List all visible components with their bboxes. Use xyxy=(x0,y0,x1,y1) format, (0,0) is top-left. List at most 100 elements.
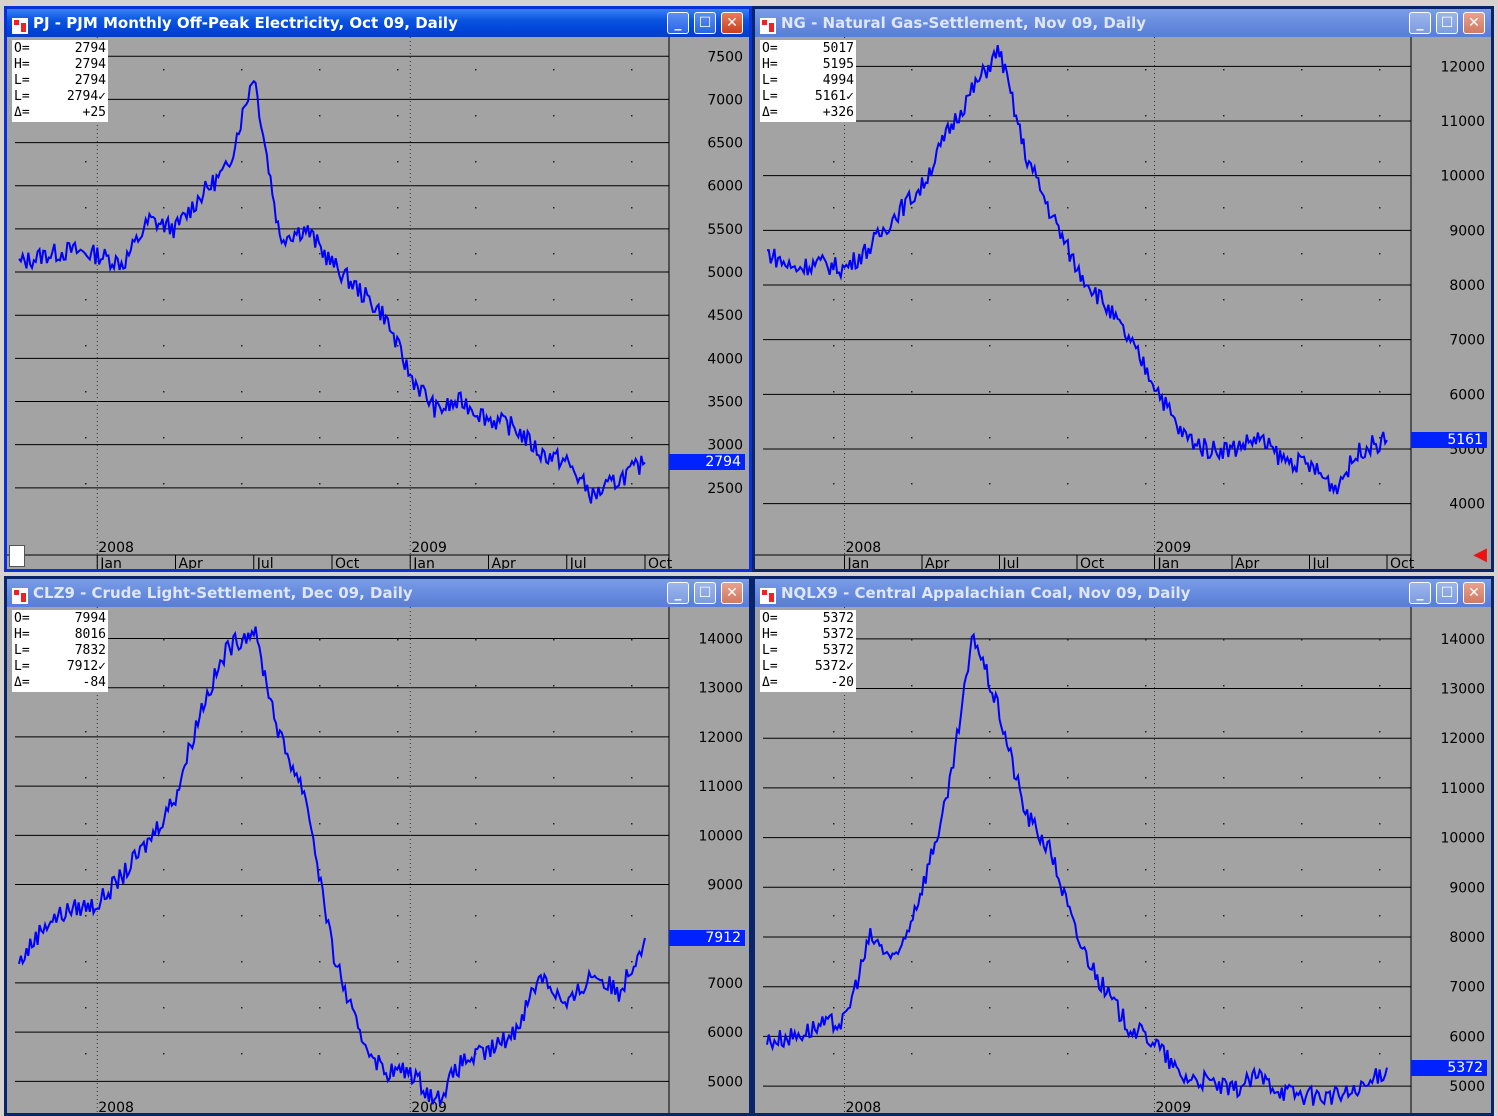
grid-dot xyxy=(1067,161,1069,163)
grid-dot xyxy=(397,299,399,301)
grid-dot xyxy=(911,777,913,779)
grid-dot xyxy=(475,685,477,687)
month-label: Jul xyxy=(1002,556,1020,569)
y-tick-label: 2500 xyxy=(707,481,743,497)
month-label: Jan xyxy=(1157,556,1180,569)
grid-dot xyxy=(911,391,913,393)
grid-dot xyxy=(911,253,913,255)
grid-dot xyxy=(1145,777,1147,779)
ohlc-row: L= 5161✓ xyxy=(762,89,854,105)
ohlc-value: 5372✓ xyxy=(814,659,854,674)
grid-dot xyxy=(397,1007,399,1009)
maximize-button[interactable]: ☐ xyxy=(694,582,716,604)
minimize-button[interactable]: _ xyxy=(667,582,689,604)
window-clz9[interactable]: CLZ9 - Crude Light-Settlement, Dec 09, D… xyxy=(4,576,752,1116)
grid-dot xyxy=(1301,1007,1303,1009)
ohlc-row: L= 5372 xyxy=(762,643,854,659)
grid-dot xyxy=(1067,299,1069,301)
y-tick-label: 7500 xyxy=(707,49,743,65)
year-label: 2009 xyxy=(411,1100,447,1113)
grid-dot xyxy=(631,1053,633,1055)
chart-area[interactable]: 14000 13000 12000 11000 10000 9000 8000 7000 600… xyxy=(755,607,1491,1113)
titlebar[interactable]: NG - Natural Gas-Settlement, Nov 09, Dai… xyxy=(755,9,1491,37)
grid-dot xyxy=(1223,115,1225,117)
app-icon xyxy=(760,585,776,604)
grid-dot xyxy=(1145,1053,1147,1055)
window-ng[interactable]: NG - Natural Gas-Settlement, Nov 09, Dai… xyxy=(752,6,1494,572)
grid-dot xyxy=(989,1053,991,1055)
grid-dot xyxy=(911,961,913,963)
grid-dot xyxy=(1301,961,1303,963)
grid-dot xyxy=(1145,253,1147,255)
grid-dot xyxy=(1223,961,1225,963)
ohlc-label: O= xyxy=(762,611,778,626)
grid-dot xyxy=(241,69,243,71)
minimize-button[interactable]: _ xyxy=(1409,582,1431,604)
maximize-button[interactable]: ☐ xyxy=(694,12,716,34)
grid-dot xyxy=(1145,823,1147,825)
grid-dot xyxy=(1145,915,1147,917)
minimize-button[interactable]: _ xyxy=(1409,12,1431,34)
grid-dot xyxy=(1067,685,1069,687)
grid-dot xyxy=(631,391,633,393)
maximize-button[interactable]: ☐ xyxy=(1436,582,1458,604)
grid-dot xyxy=(1067,915,1069,917)
grid-dot xyxy=(911,639,913,641)
minimize-button[interactable]: _ xyxy=(667,12,689,34)
titlebar[interactable]: NQLX9 - Central Appalachian Coal, Nov 09… xyxy=(755,579,1491,607)
ohlc-value: 8016 xyxy=(74,627,106,642)
grid-dot xyxy=(989,483,991,485)
grid-dot xyxy=(319,823,321,825)
y-tick-label: 7000 xyxy=(1449,333,1485,349)
grid-dot xyxy=(241,207,243,209)
month-label: Oct xyxy=(335,556,360,569)
window-pj[interactable]: PJ - PJM Monthly Off-Peak Electricity, O… xyxy=(4,6,752,572)
grid-dot xyxy=(1067,731,1069,733)
grid-dot xyxy=(319,731,321,733)
chart-area[interactable]: 12000 11000 10000 9000 8000 7000 6000 5000 4000 2… xyxy=(755,37,1491,569)
y-tick-label: 4000 xyxy=(707,351,743,367)
maximize-button[interactable]: ☐ xyxy=(1436,12,1458,34)
grid-dot xyxy=(475,869,477,871)
grid-dot xyxy=(911,731,913,733)
grid-dot xyxy=(1223,731,1225,733)
grid-dot xyxy=(475,777,477,779)
grid-dot xyxy=(241,777,243,779)
grid-dot xyxy=(85,207,87,209)
scroll-arrow-icon[interactable]: ◀ xyxy=(1473,544,1487,565)
grid-dot xyxy=(833,483,835,485)
grid-dot xyxy=(163,69,165,71)
chart-area[interactable]: 7500 7000 6500 6000 5500 5000 4500 4000 3500 3000… xyxy=(7,37,749,569)
grid-dot xyxy=(397,685,399,687)
grid-dot xyxy=(833,207,835,209)
chart-svg: 14000 13000 12000 11000 10000 9000 7000 6000 500… xyxy=(15,607,743,1113)
grid-dot xyxy=(163,115,165,117)
chart-area[interactable]: 14000 13000 12000 11000 10000 9000 7000 6000 500… xyxy=(7,607,749,1113)
ohlc-value: 2794 xyxy=(74,57,106,72)
close-button[interactable]: ✕ xyxy=(721,12,743,34)
grid-dot xyxy=(1301,1053,1303,1055)
ohlc-panel: O= 7994 H= 8016 L= 7832 L= 7912✓ Δ= -84 xyxy=(12,610,108,692)
grid-dot xyxy=(1301,253,1303,255)
y-tick-label: 8000 xyxy=(1449,278,1485,294)
grid-dot xyxy=(1379,437,1381,439)
close-button[interactable]: ✕ xyxy=(1463,12,1485,34)
grid-dot xyxy=(1145,161,1147,163)
ohlc-label: L= xyxy=(762,73,778,88)
ohlc-row: Δ= +326 xyxy=(762,105,854,121)
grid-dot xyxy=(1067,345,1069,347)
grid-dot xyxy=(163,483,165,485)
scroll-handle[interactable] xyxy=(9,545,25,567)
y-tick-label: 12000 xyxy=(1440,731,1485,747)
titlebar[interactable]: PJ - PJM Monthly Off-Peak Electricity, O… xyxy=(7,9,749,37)
grid-dot xyxy=(833,1053,835,1055)
grid-dot xyxy=(319,961,321,963)
close-button[interactable]: ✕ xyxy=(721,582,743,604)
grid-dot xyxy=(1067,823,1069,825)
window-nqlx9[interactable]: NQLX9 - Central Appalachian Coal, Nov 09… xyxy=(752,576,1494,1116)
grid-dot xyxy=(833,161,835,163)
ohlc-row: O= 5017 xyxy=(762,41,854,57)
ohlc-value: 4994 xyxy=(822,73,854,88)
close-button[interactable]: ✕ xyxy=(1463,582,1485,604)
titlebar[interactable]: CLZ9 - Crude Light-Settlement, Dec 09, D… xyxy=(7,579,749,607)
